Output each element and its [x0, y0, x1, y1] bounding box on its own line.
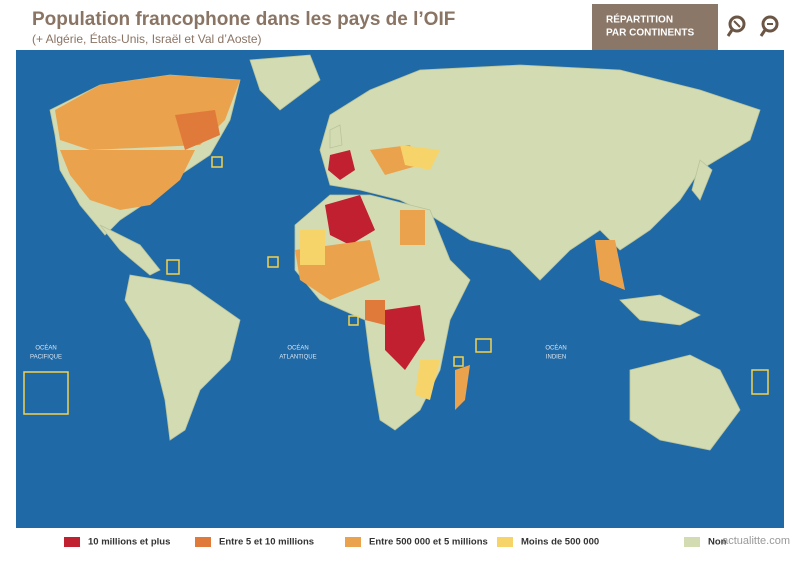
zoom-in[interactable] [726, 15, 746, 37]
ocean-label: OCÉAN [35, 345, 56, 352]
legend-label: Entre 500 000 et 5 millions [369, 537, 488, 548]
ocean-labels: OCÉAN PACIFIQUE OCÉAN ATLANTIQUE OCÉAN INDIEN [30, 345, 567, 361]
ocean-label: OCÉAN [545, 345, 566, 352]
legend-swatch [345, 537, 361, 547]
legend-label: 10 millions et plus [88, 537, 170, 548]
ocean-label: OCÉAN [287, 345, 308, 352]
island-markers [23, 156, 769, 415]
title: Population francophone dans les pays de … [32, 9, 455, 30]
ocean-label: ATLANTIQUE [279, 355, 316, 361]
legend-label: Entre 5 et 10 millions [219, 537, 314, 548]
button-label[interactable]: PAR CONTINENTS [606, 28, 694, 39]
zoom-out[interactable] [759, 15, 779, 37]
legend-label: Non [708, 537, 727, 548]
legend-swatch [497, 537, 513, 547]
legend: 10 millions et plus Entre 5 et 10 million… [64, 537, 727, 548]
watermark: actualitte.com [722, 535, 790, 547]
legend-swatch [195, 537, 211, 547]
subtitle: (+ Algérie, États-Unis, Israël et Val d’… [32, 31, 262, 46]
legend-bg [0, 530, 800, 557]
legend-swatch [684, 537, 700, 547]
legend-label: Moins de 500 000 [521, 537, 599, 548]
francophone-countries [55, 75, 625, 410]
ocean-label: PACIFIQUE [30, 355, 62, 361]
continents-button[interactable] [592, 4, 718, 50]
button-label[interactable]: RÉPARTITION [606, 13, 673, 26]
legend-swatch [64, 537, 80, 547]
ocean-label: INDIEN [546, 355, 566, 361]
